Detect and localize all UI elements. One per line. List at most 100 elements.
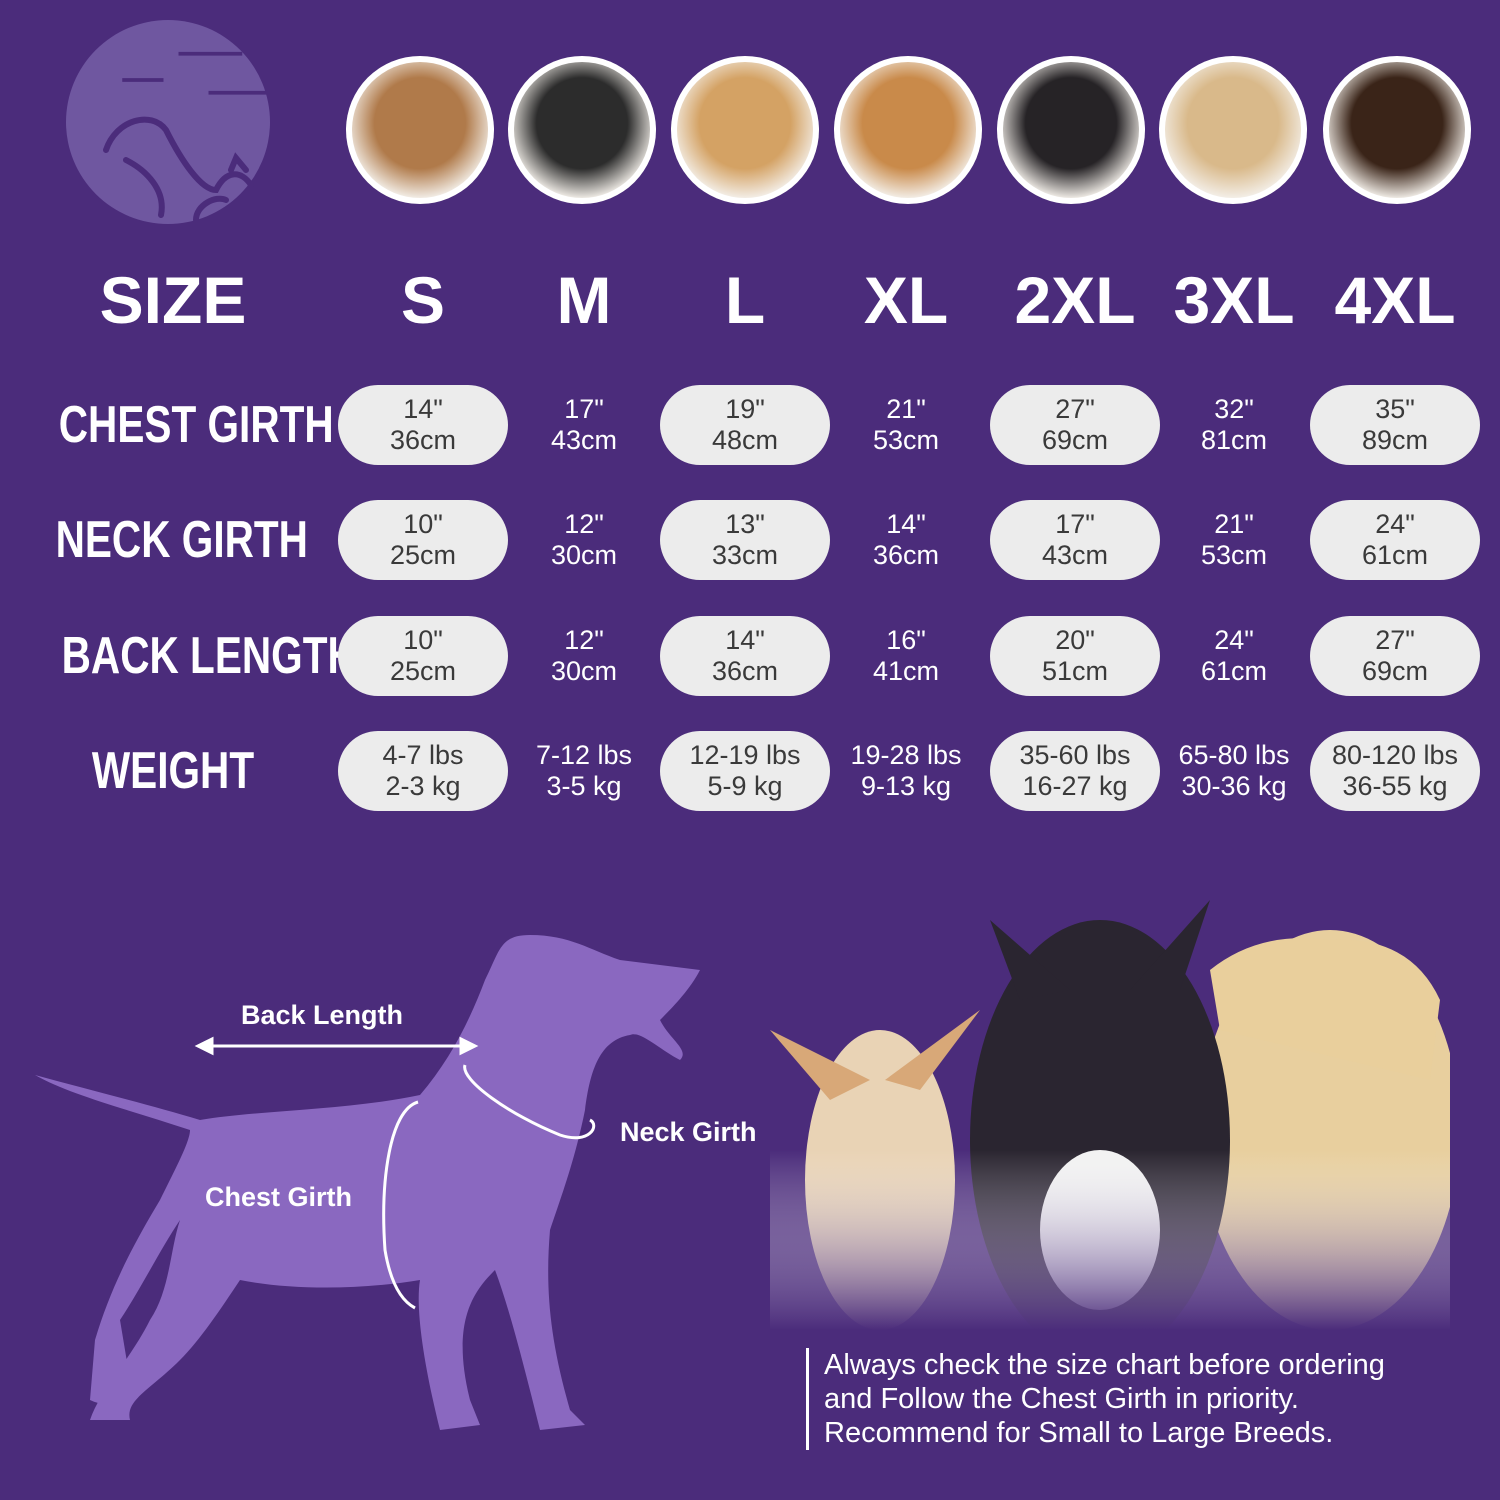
- cell-metric: 36cm: [711, 656, 779, 686]
- note-line: and Follow the Chest Girth in priority.: [824, 1383, 1299, 1415]
- breed-photo-labrador: [1159, 56, 1307, 204]
- size-cell: 27" 69cm: [1310, 616, 1480, 696]
- size-header-xl: XL: [863, 263, 949, 337]
- note-line: Recommend for Small to Large Breeds.: [824, 1417, 1334, 1449]
- cell-metric: 30cm: [550, 540, 618, 570]
- size-cell: 32" 81cm: [1149, 385, 1319, 465]
- cell-metric: 33cm: [711, 540, 779, 570]
- size-cell: 12" 30cm: [499, 500, 669, 580]
- size-cell: 19" 48cm: [660, 385, 830, 465]
- cell-metric: 41cm: [872, 656, 940, 686]
- breed-photo-shih-tzu: [346, 56, 494, 204]
- size-cell: 24" 61cm: [1149, 616, 1319, 696]
- size-cell: 14" 36cm: [338, 385, 508, 465]
- cell-metric: 36cm: [389, 425, 457, 455]
- size-cell: 21" 53cm: [1149, 500, 1319, 580]
- row-label: CHEST GIRTH: [20, 395, 334, 455]
- cell-metric: 53cm: [872, 425, 940, 455]
- cell-imperial: 24": [1375, 509, 1415, 539]
- cell-imperial: 17": [1055, 509, 1095, 539]
- cell-metric: 69cm: [1041, 425, 1109, 455]
- cell-imperial: 21": [1214, 509, 1254, 539]
- cell-imperial: 12": [564, 625, 604, 655]
- breed-photo-doberman: [1323, 56, 1471, 204]
- size-cell: 16" 41cm: [821, 616, 991, 696]
- size-cell: 80-120 lbs 36-55 kg: [1310, 731, 1480, 811]
- size-cell: 35" 89cm: [1310, 385, 1480, 465]
- size-header-s: S: [400, 263, 446, 337]
- size-cell: 20" 51cm: [990, 616, 1160, 696]
- cell-metric: 53cm: [1200, 540, 1268, 570]
- cell-imperial: 13": [725, 509, 765, 539]
- row-label-text: BACK LENGTH: [61, 627, 357, 685]
- chest-girth-label: Chest Girth: [205, 1182, 353, 1212]
- size-header-label: SIZE: [99, 263, 247, 337]
- cell-metric: 43cm: [1041, 540, 1109, 570]
- cell-metric: 81cm: [1200, 425, 1268, 455]
- size-cell: 14" 36cm: [821, 500, 991, 580]
- cell-imperial: 27": [1375, 625, 1415, 655]
- cell-metric: 25cm: [389, 540, 457, 570]
- note-line: Always check the size chart before order…: [824, 1349, 1385, 1381]
- breed-photo-beagle: [834, 56, 982, 204]
- cell-imperial: 35": [1375, 394, 1415, 424]
- dog-and-cat-logo-icon: [66, 20, 270, 224]
- size-cell: 4-7 lbs 2-3 kg: [338, 731, 508, 811]
- cell-imperial: 24": [1214, 625, 1254, 655]
- size-header-l: L: [724, 263, 766, 337]
- size-cell: 12-19 lbs 5-9 kg: [660, 731, 830, 811]
- cell-metric: 61cm: [1200, 656, 1268, 686]
- breed-photo-boston-terrier: [508, 56, 656, 204]
- cell-metric: 61cm: [1361, 540, 1429, 570]
- cell-metric: 30-36 kg: [1181, 771, 1287, 801]
- back-length-label: Back Length: [241, 1000, 404, 1030]
- cell-imperial: 80-120 lbs: [1331, 740, 1459, 770]
- cell-imperial: 65-80 lbs: [1178, 740, 1290, 770]
- cell-metric: 16-27 kg: [1022, 771, 1128, 801]
- neck-girth-label: Neck Girth: [620, 1117, 757, 1147]
- breed-photo-border-collie: [997, 56, 1145, 204]
- size-cell: 14" 36cm: [660, 616, 830, 696]
- cell-imperial: 32": [1214, 394, 1254, 424]
- cell-imperial: 4-7 lbs: [382, 740, 464, 770]
- cell-metric: 48cm: [711, 425, 779, 455]
- row-label-text: WEIGHT: [91, 742, 254, 800]
- cell-imperial: 10": [403, 625, 443, 655]
- row-label-text: CHEST GIRTH: [58, 396, 334, 454]
- cell-metric: 51cm: [1041, 656, 1109, 686]
- size-cell: 35-60 lbs 16-27 kg: [990, 731, 1160, 811]
- cell-metric: 43cm: [550, 425, 618, 455]
- cell-imperial: 16": [886, 625, 926, 655]
- size-cell: 24" 61cm: [1310, 500, 1480, 580]
- row-label: BACK LENGTH: [20, 626, 357, 686]
- size-cell: 27" 69cm: [990, 385, 1160, 465]
- cell-imperial: 14": [725, 625, 765, 655]
- cell-imperial: 7-12 lbs: [535, 740, 633, 770]
- cell-imperial: 35-60 lbs: [1019, 740, 1131, 770]
- breed-photo-cocker-spaniel: [671, 56, 819, 204]
- sizing-note: Always check the size chart before order…: [806, 1348, 1385, 1450]
- size-cell: 10" 25cm: [338, 616, 508, 696]
- cell-imperial: 27": [1055, 394, 1095, 424]
- cell-imperial: 14": [403, 394, 443, 424]
- size-cell: 12" 30cm: [499, 616, 669, 696]
- cell-imperial: 12-19 lbs: [689, 740, 801, 770]
- cell-metric: 36-55 kg: [1342, 771, 1448, 801]
- size-cell: 21" 53cm: [821, 385, 991, 465]
- dog-silhouette-diagram: [30, 930, 730, 1450]
- size-header-3xl: 3XL: [1173, 263, 1295, 337]
- size-header-m: M: [556, 263, 612, 337]
- row-label: WEIGHT: [20, 741, 325, 801]
- cell-imperial: 21": [886, 394, 926, 424]
- row-label: NECK GIRTH: [20, 510, 325, 570]
- cell-metric: 3-5 kg: [546, 771, 622, 801]
- size-cell: 17" 43cm: [499, 385, 669, 465]
- cell-metric: 2-3 kg: [385, 771, 461, 801]
- dogs-group-photo: [770, 880, 1460, 1360]
- cell-metric: 9-13 kg: [860, 771, 952, 801]
- size-cell: 17" 43cm: [990, 500, 1160, 580]
- size-cell: 7-12 lbs 3-5 kg: [499, 731, 669, 811]
- size-header-4xl: 4XL: [1334, 263, 1456, 337]
- cell-imperial: 19": [725, 394, 765, 424]
- size-cell: 65-80 lbs 30-36 kg: [1149, 731, 1319, 811]
